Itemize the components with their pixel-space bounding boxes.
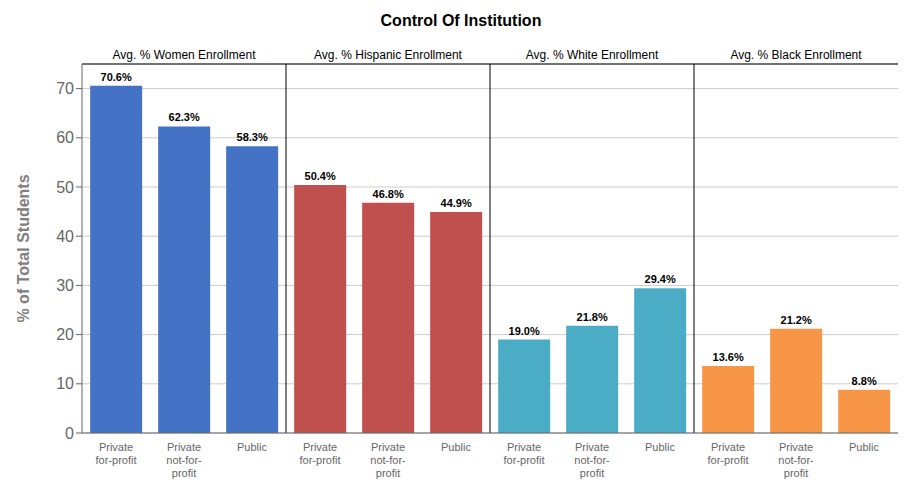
svg-text:Public: Public [849, 441, 879, 453]
html-text:Control Of Institution: Control Of Institution [380, 12, 542, 29]
svg-text:Privatefor-profit: Privatefor-profit [96, 441, 137, 466]
svg-text:Privatefor-profit: Privatefor-profit [504, 441, 545, 466]
svg-text:50.4%: 50.4% [305, 170, 336, 182]
svg-text:50: 50 [56, 179, 74, 196]
svg-text:70.6%: 70.6% [101, 71, 132, 83]
svg-text:Privatefor-profit: Privatefor-profit [300, 441, 341, 466]
svg-text:0: 0 [65, 425, 74, 442]
svg-text:40: 40 [56, 228, 74, 245]
svg-text:20: 20 [56, 326, 74, 343]
svg-text:Avg. % White Enrollment: Avg. % White Enrollment [526, 48, 659, 62]
svg-text:Public: Public [645, 441, 675, 453]
svg-text:Privatenot-for-profit: Privatenot-for-profit [166, 441, 202, 479]
svg-text:10: 10 [56, 375, 74, 392]
svg-text:Avg. % Hispanic Enrollment: Avg. % Hispanic Enrollment [314, 48, 463, 62]
svg-text:Avg. % Black Enrollment: Avg. % Black Enrollment [730, 48, 862, 62]
svg-text:30: 30 [56, 277, 74, 294]
svg-text:21.8%: 21.8% [577, 311, 608, 323]
svg-text:58.3%: 58.3% [237, 131, 268, 143]
svg-text:70: 70 [56, 80, 74, 97]
svg-text:Public: Public [237, 441, 267, 453]
svg-text:19.0%: 19.0% [509, 325, 540, 337]
svg-text:29.4%: 29.4% [645, 273, 676, 285]
svg-text:21.2%: 21.2% [781, 314, 812, 326]
svg-text:Privatenot-for-profit: Privatenot-for-profit [574, 441, 610, 479]
svg-text:Public: Public [441, 441, 471, 453]
svg-text:13.6%: 13.6% [713, 351, 744, 363]
svg-text:Avg. % Women Enrollment: Avg. % Women Enrollment [113, 48, 257, 62]
svg-text:44.9%: 44.9% [441, 197, 472, 209]
svg-text:46.8%: 46.8% [373, 188, 404, 200]
svg-text:Privatenot-for-profit: Privatenot-for-profit [778, 441, 814, 479]
svg-text:Privatenot-for-profit: Privatenot-for-profit [370, 441, 406, 479]
svg-text:% of Total Students: % of Total Students [15, 174, 32, 322]
svg-text:60: 60 [56, 129, 74, 146]
svg-text:8.8%: 8.8% [852, 375, 877, 387]
svg-text:Privatefor-profit: Privatefor-profit [708, 441, 749, 466]
svg-text:62.3%: 62.3% [169, 111, 200, 123]
